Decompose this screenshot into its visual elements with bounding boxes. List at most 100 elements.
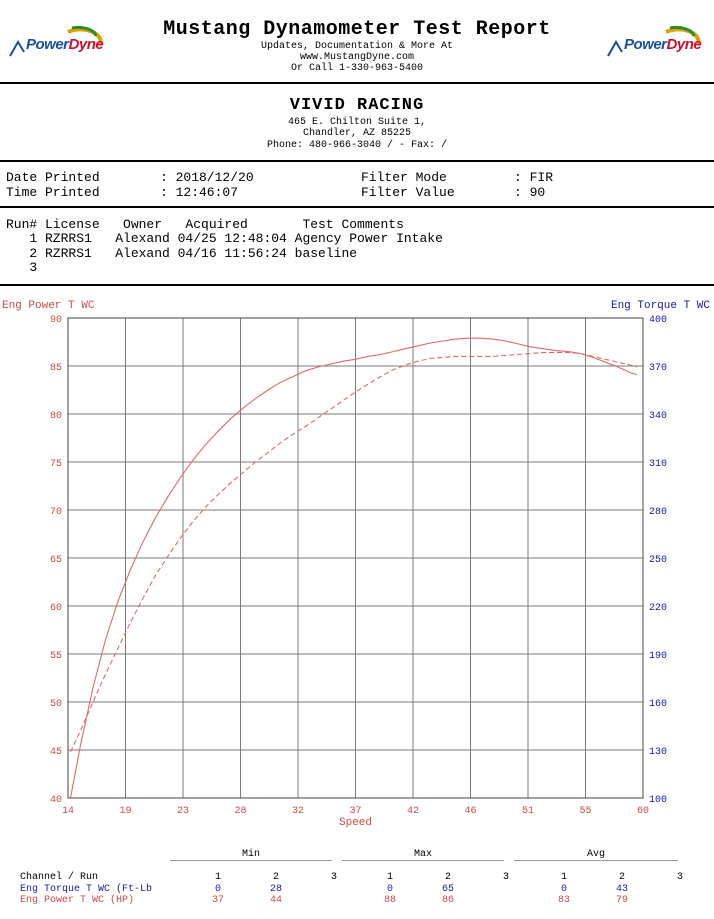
run-number-header: 2 <box>618 872 625 883</box>
summary-value: 28 <box>269 884 282 895</box>
x-tick-label: 19 <box>119 806 131 817</box>
divider <box>0 160 714 162</box>
summary-value: 0 <box>560 884 567 895</box>
run-number-header: 1 <box>560 872 567 883</box>
time-printed-value: : 12:46:07 <box>160 185 239 200</box>
summary-value: 65 <box>441 884 454 895</box>
y-tick-label-right: 220 <box>649 603 667 614</box>
y-tick-label-left: 50 <box>50 699 62 710</box>
y-tick-label-right: 310 <box>649 459 667 470</box>
x-tick-label: 55 <box>579 806 591 817</box>
series-line-run-1 <box>69 337 637 799</box>
max-group-label: Max <box>413 849 432 860</box>
avg-group-rule <box>514 860 678 861</box>
header-line-1: Updates, Documentation & More At <box>260 41 454 52</box>
dealer-name: VIVID RACING <box>289 96 425 115</box>
run-number-header: 1 <box>214 872 221 883</box>
y-tick-label-left: 60 <box>50 603 62 614</box>
filter-mode-value: : FIR <box>514 170 554 185</box>
y-tick-label-left: 45 <box>50 747 62 758</box>
run-row: 2 RZRRS1 Alexand 04/16 11:56:24 baseline <box>6 246 358 261</box>
x-tick-label: 32 <box>292 806 304 817</box>
report-title: Mustang Dynamometer Test Report <box>163 18 551 41</box>
y-tick-label-left: 80 <box>50 411 62 422</box>
run-row: 1 RZRRS1 Alexand 04/25 12:48:04 Agency P… <box>6 231 443 246</box>
run-number-header: 3 <box>502 872 509 883</box>
run-row: 3 <box>6 260 38 275</box>
x-tick-label: 42 <box>407 806 419 817</box>
y-tick-label-left: 70 <box>50 507 62 518</box>
x-tick-label: 23 <box>177 806 189 817</box>
dyno-chart: 14 19 23 28 32 37 42 46 51 55 60 90 400 85 370 80 340 75 3… <box>50 315 667 829</box>
avg-group-label: Avg <box>586 849 605 860</box>
min-group-label: Min <box>241 849 260 860</box>
run-number-header: 3 <box>676 872 683 883</box>
filter-value-value: : 90 <box>514 185 546 200</box>
summary-table: Min Max Avg Channel / Run 1 2 3 1 2 3 1 2 3 Eng T… <box>0 846 714 916</box>
logo-arc-icon <box>607 25 701 57</box>
header-line-3: Or Call 1-330-963-5400 <box>290 63 424 74</box>
x-tick-label: 51 <box>522 806 534 817</box>
summary-value: 37 <box>211 895 224 906</box>
powerdyne-logo-right: PowerDyne <box>606 24 706 62</box>
x-tick-label: 14 <box>62 806 74 817</box>
y-tick-label-left: 85 <box>50 363 62 374</box>
x-axis-label: Speed <box>339 817 372 829</box>
channel-label: Eng Power T WC (HP) <box>20 895 135 906</box>
y-tick-label-right: 250 <box>649 555 667 566</box>
x-tick-label: 60 <box>637 806 649 817</box>
powerdyne-logo-left: PowerDyne <box>8 24 108 62</box>
y-tick-label-right: 370 <box>649 363 667 374</box>
x-tick-label: 46 <box>464 806 476 817</box>
run-number-header: 2 <box>272 872 279 883</box>
channel-run-header: Channel / Run <box>20 872 99 883</box>
run-number-header: 3 <box>330 872 337 883</box>
filter-value-label: Filter Value <box>361 185 455 200</box>
runs-header: Run# License Owner Acquired Test Comment… <box>6 217 404 232</box>
summary-value: 88 <box>383 895 396 906</box>
y-tick-label-left: 55 <box>50 651 62 662</box>
y-tick-label-right: 280 <box>649 507 667 518</box>
dealer-address-2: Chandler, AZ 85225 <box>302 128 412 139</box>
summary-value: 43 <box>615 884 628 895</box>
run-number-header: 2 <box>444 872 451 883</box>
plot-frame <box>67 317 644 799</box>
divider <box>0 284 714 286</box>
summary-value: 79 <box>615 895 628 906</box>
dealer-phone: Phone: 480-966-3040 / - Fax: / <box>266 140 448 151</box>
right-axis-label: Eng Torque T WC <box>610 300 710 312</box>
date-printed-value: : 2018/12/20 <box>160 170 254 185</box>
left-axis-label: Eng Power T WC <box>2 300 95 312</box>
y-tick-label-right: 400 <box>649 315 667 326</box>
y-tick-label-left: 90 <box>50 315 62 326</box>
y-tick-label-left: 40 <box>50 795 62 806</box>
summary-value: 86 <box>441 895 454 906</box>
y-tick-label-left: 75 <box>50 459 62 470</box>
summary-value: 44 <box>269 895 282 906</box>
x-tick-label: 28 <box>234 806 246 817</box>
logo-text-a: Power <box>26 36 69 53</box>
y-tick-label-right: 190 <box>649 651 667 662</box>
y-tick-label-right: 130 <box>649 747 667 758</box>
logo-text-b: Dyne <box>68 36 104 53</box>
time-printed-label: Time Printed <box>6 185 100 200</box>
summary-value: 83 <box>557 895 570 906</box>
filter-mode-label: Filter Mode <box>361 170 447 185</box>
max-group-rule <box>342 860 504 861</box>
y-tick-label-left: 65 <box>50 555 62 566</box>
y-tick-label-right: 160 <box>649 699 667 710</box>
date-printed-label: Date Printed <box>6 170 100 185</box>
summary-value: 0 <box>214 884 221 895</box>
summary-value: 0 <box>386 884 393 895</box>
series-line-run-2 <box>70 352 637 753</box>
y-tick-label-right: 100 <box>649 795 667 806</box>
x-tick-label: 37 <box>349 806 361 817</box>
divider <box>0 82 714 84</box>
y-tick-label-right: 340 <box>649 411 667 422</box>
logo-arc-icon <box>9 25 103 57</box>
dealer-address-1: 465 E. Chilton Suite 1, <box>287 117 427 128</box>
channel-label: Eng Torque T WC (Ft-Lb <box>20 884 153 895</box>
header-line-2: www.MustangDyne.com <box>299 52 415 63</box>
run-number-header: 1 <box>386 872 393 883</box>
logo-text-a: Power <box>624 36 667 53</box>
